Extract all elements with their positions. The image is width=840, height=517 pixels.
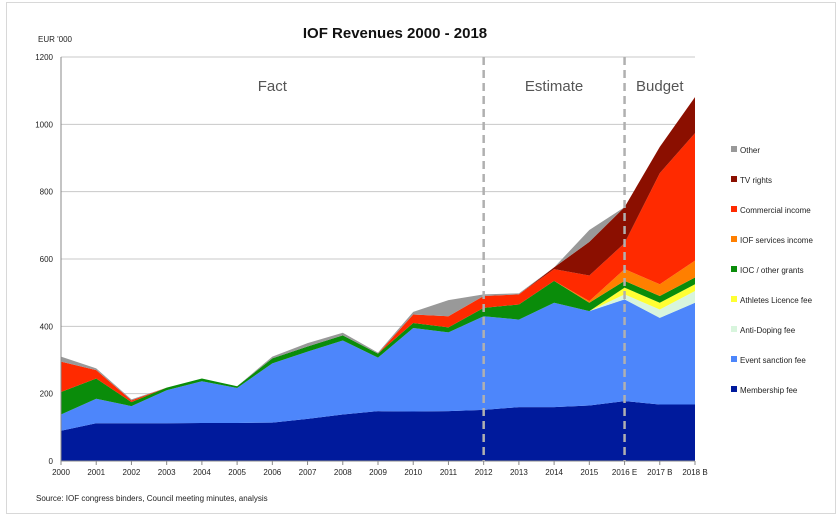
area-iof-services-income	[61, 260, 695, 403]
x-tick-label: 2012	[475, 468, 493, 477]
legend-swatch	[731, 146, 737, 152]
legend-label: Event sanction fee	[740, 356, 806, 365]
legend-label: Membership fee	[740, 386, 798, 395]
x-tick-label: 2013	[510, 468, 528, 477]
x-tick-label: 2006	[263, 468, 281, 477]
legend-label: IOF services income	[740, 236, 813, 245]
legend-swatch	[731, 266, 737, 272]
legend-label: Athletes Licence fee	[740, 296, 813, 305]
x-tick-label: 2010	[404, 468, 422, 477]
legend-label: Commercial income	[740, 206, 811, 215]
y-tick-label: 1000	[35, 120, 53, 129]
x-tick-label: 2018 B	[682, 468, 707, 477]
y-tick-label: 200	[40, 390, 54, 399]
legend-label: IOC / other grants	[740, 266, 804, 275]
y-tick-label: 600	[40, 255, 54, 264]
legend-label: Other	[740, 146, 760, 155]
area-athletes-licence-fee	[61, 284, 695, 415]
period-label-estimate: Estimate	[525, 78, 583, 95]
legend-swatch	[731, 206, 737, 212]
area-ioc-other-grants	[61, 277, 695, 415]
chart-frame	[6, 2, 836, 514]
legend-swatch	[731, 386, 737, 392]
x-tick-label: 2011	[440, 468, 458, 477]
legend-label: TV rights	[740, 176, 772, 185]
chart-title: IOF Revenues 2000 - 2018	[302, 25, 488, 42]
x-tick-label: 2009	[369, 468, 387, 477]
x-tick-label: 2004	[193, 468, 211, 477]
legend-swatch	[731, 356, 737, 362]
period-label-fact: Fact	[258, 78, 288, 95]
x-tick-label: 2016 E	[612, 468, 637, 477]
area-event-sanction-fee	[61, 299, 695, 431]
y-tick-label: 800	[40, 188, 54, 197]
legend-swatch	[731, 326, 737, 332]
x-tick-label: 2001	[87, 468, 105, 477]
x-tick-label: 2000	[52, 468, 70, 477]
source-note: Source: IOF congress binders, Council me…	[36, 494, 268, 503]
x-tick-label: 2014	[545, 468, 563, 477]
x-tick-label: 2017 B	[647, 468, 672, 477]
y-tick-label: 0	[49, 457, 54, 466]
x-tick-label: 2005	[228, 468, 246, 477]
period-label-budget: Budget	[636, 78, 684, 95]
x-tick-label: 2015	[580, 468, 598, 477]
legend-swatch	[731, 296, 737, 302]
legend-swatch	[731, 236, 737, 242]
y-tick-label: 400	[40, 322, 54, 331]
legend-swatch	[731, 176, 737, 182]
x-tick-label: 2002	[123, 468, 141, 477]
x-tick-label: 2007	[299, 468, 317, 477]
x-tick-label: 2003	[158, 468, 176, 477]
y-axis-unit: EUR '000	[38, 35, 72, 44]
y-tick-label: 1200	[35, 53, 53, 62]
area-membership-fee	[61, 401, 695, 461]
x-tick-label: 2008	[334, 468, 352, 477]
legend-label: Anti-Doping fee	[740, 326, 796, 335]
